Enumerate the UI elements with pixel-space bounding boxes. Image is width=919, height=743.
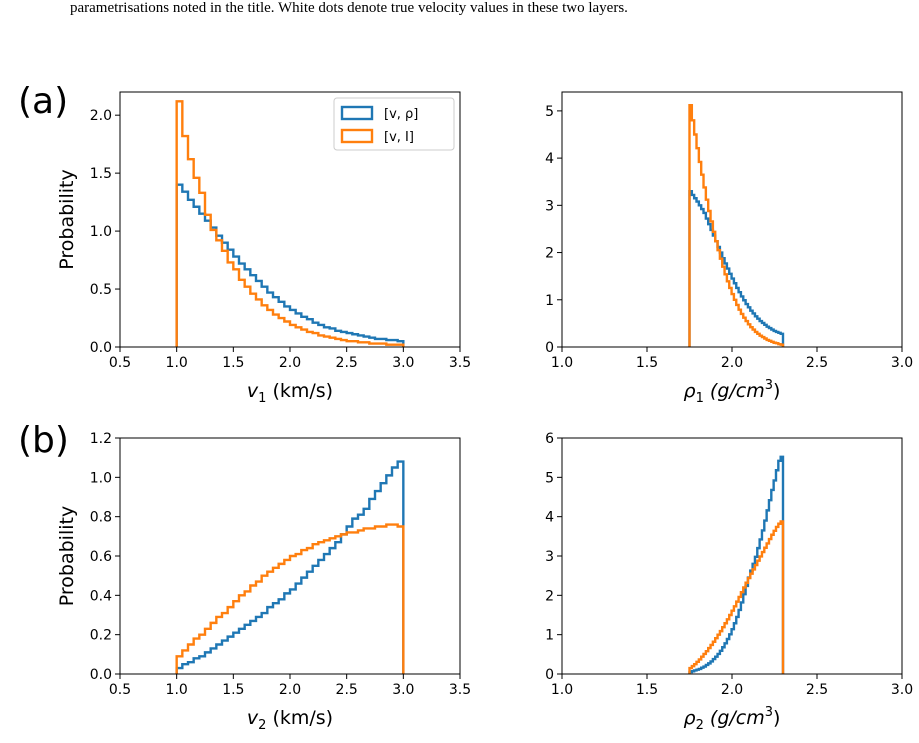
y-tick-label: 4 <box>545 510 554 526</box>
y-axis-label: Probability <box>56 169 78 269</box>
legend-box <box>333 97 455 151</box>
x-tick-label: 2.5 <box>806 682 828 698</box>
caption-text: parametrisations noted in the title. Whi… <box>70 0 628 16</box>
y-tick-label: 0.4 <box>90 588 112 604</box>
series-line-v-rho <box>175 460 405 674</box>
series-line-v-i <box>175 100 405 347</box>
x-tick-label: 2.0 <box>721 682 743 698</box>
y-tick-label: 6 <box>545 431 554 447</box>
x-tick-label: 1.0 <box>166 682 188 698</box>
chart-1: 0.5 1.0 1.5 2.0 2.5 3.0 3.50.00.51.01.52.0v1 (… <box>56 91 471 406</box>
figure-caption: parametrisations noted in the title. Whi… <box>0 0 919 17</box>
y-tick-label: 0.0 <box>90 340 112 356</box>
x-tick-label: 1.5 <box>636 682 658 698</box>
y-tick-label: 1.0 <box>90 470 112 486</box>
y-tick-label: 2 <box>545 588 554 604</box>
panel-label-a: (a) <box>18 81 68 122</box>
x-axis-label: v1 (km/s) <box>247 380 333 406</box>
legend-label: [v, I] <box>384 130 414 145</box>
legend: [v, ρ] [v, I] <box>333 97 455 151</box>
x-tick-label: 2.0 <box>279 355 301 371</box>
x-tick-label: 2.0 <box>721 355 743 371</box>
panel-label-b: (b) <box>18 420 69 461</box>
y-tick-label: 5 <box>545 104 554 120</box>
y-tick-label: 2 <box>545 246 554 262</box>
y-axis-label: Probability <box>56 506 78 606</box>
y-tick-label: 0.2 <box>90 628 112 644</box>
x-tick-label: 3.0 <box>891 355 913 371</box>
x-tick-label: 3.0 <box>392 682 414 698</box>
x-tick-label: 1.0 <box>551 682 573 698</box>
chart-4: 1.0 1.5 2.0 2.5 3.0 0 1 2 3 4 5 6 ρ2 (g/cm3) <box>545 431 913 733</box>
x-tick-label: 2.5 <box>336 682 358 698</box>
y-tick-label: 1.0 <box>90 224 112 240</box>
legend-label: [v, ρ] <box>384 107 418 122</box>
x-tick-label: 3.5 <box>449 682 471 698</box>
series-line-v-i <box>688 520 785 674</box>
x-tick-label: 2.5 <box>806 355 828 371</box>
y-tick-label: 5 <box>545 470 554 486</box>
y-tick-label: 2.0 <box>90 108 112 124</box>
plot-frame <box>561 437 903 675</box>
y-tick-label: 1.2 <box>90 431 112 447</box>
y-tick-label: 0.6 <box>90 549 112 565</box>
y-tick-label: 3 <box>545 198 554 214</box>
y-tick-label: 4 <box>545 151 554 167</box>
x-tick-label: 0.5 <box>109 682 131 698</box>
x-tick-label: 2.0 <box>279 682 301 698</box>
chart-3: 0.5 1.0 1.5 2.0 2.5 3.0 3.5 0.0 0.2 0.4 0.6 0.8 1.0 1… <box>56 431 471 733</box>
x-tick-label: 1.0 <box>166 355 188 371</box>
x-tick-label: 0.5 <box>109 355 131 371</box>
x-tick-label: 3.0 <box>891 682 913 698</box>
x-tick-label: 1.0 <box>551 355 573 371</box>
y-tick-label: 1.5 <box>90 166 112 182</box>
x-tick-label: 2.5 <box>336 355 358 371</box>
y-tick-label: 0 <box>545 667 554 683</box>
y-tick-label: 0.5 <box>90 282 112 298</box>
y-tick-label: 1 <box>545 293 554 309</box>
x-tick-label: 1.5 <box>636 355 658 371</box>
x-tick-label: 1.5 <box>222 682 244 698</box>
series-line-v-rho <box>688 189 785 347</box>
legend-swatch <box>340 105 374 121</box>
series-line-v-rho <box>688 455 785 674</box>
x-axis-label: ρ2 (g/cm3) <box>684 705 781 733</box>
x-tick-label: 3.0 <box>392 355 414 371</box>
y-tick-label: 0.0 <box>90 667 112 683</box>
chart-2: 1.0 1.5 2.0 2.5 3.0 0 1 2 3 4 5 ρ1 (g/cm3) <box>545 91 913 406</box>
x-tick-label: 1.5 <box>222 355 244 371</box>
y-tick-label: 0.8 <box>90 510 112 526</box>
x-tick-label: 3.5 <box>449 355 471 371</box>
x-axis-label: ρ1 (g/cm3) <box>684 378 781 406</box>
series-line-v-i <box>688 104 785 347</box>
y-tick-label: 0 <box>545 340 554 356</box>
legend-swatch <box>340 128 374 144</box>
plot-frame <box>561 91 903 348</box>
y-tick-label: 1 <box>545 628 554 644</box>
series-line-v-i <box>175 523 405 674</box>
x-axis-label: v2 (km/s) <box>247 707 333 733</box>
y-tick-label: 3 <box>545 549 554 565</box>
